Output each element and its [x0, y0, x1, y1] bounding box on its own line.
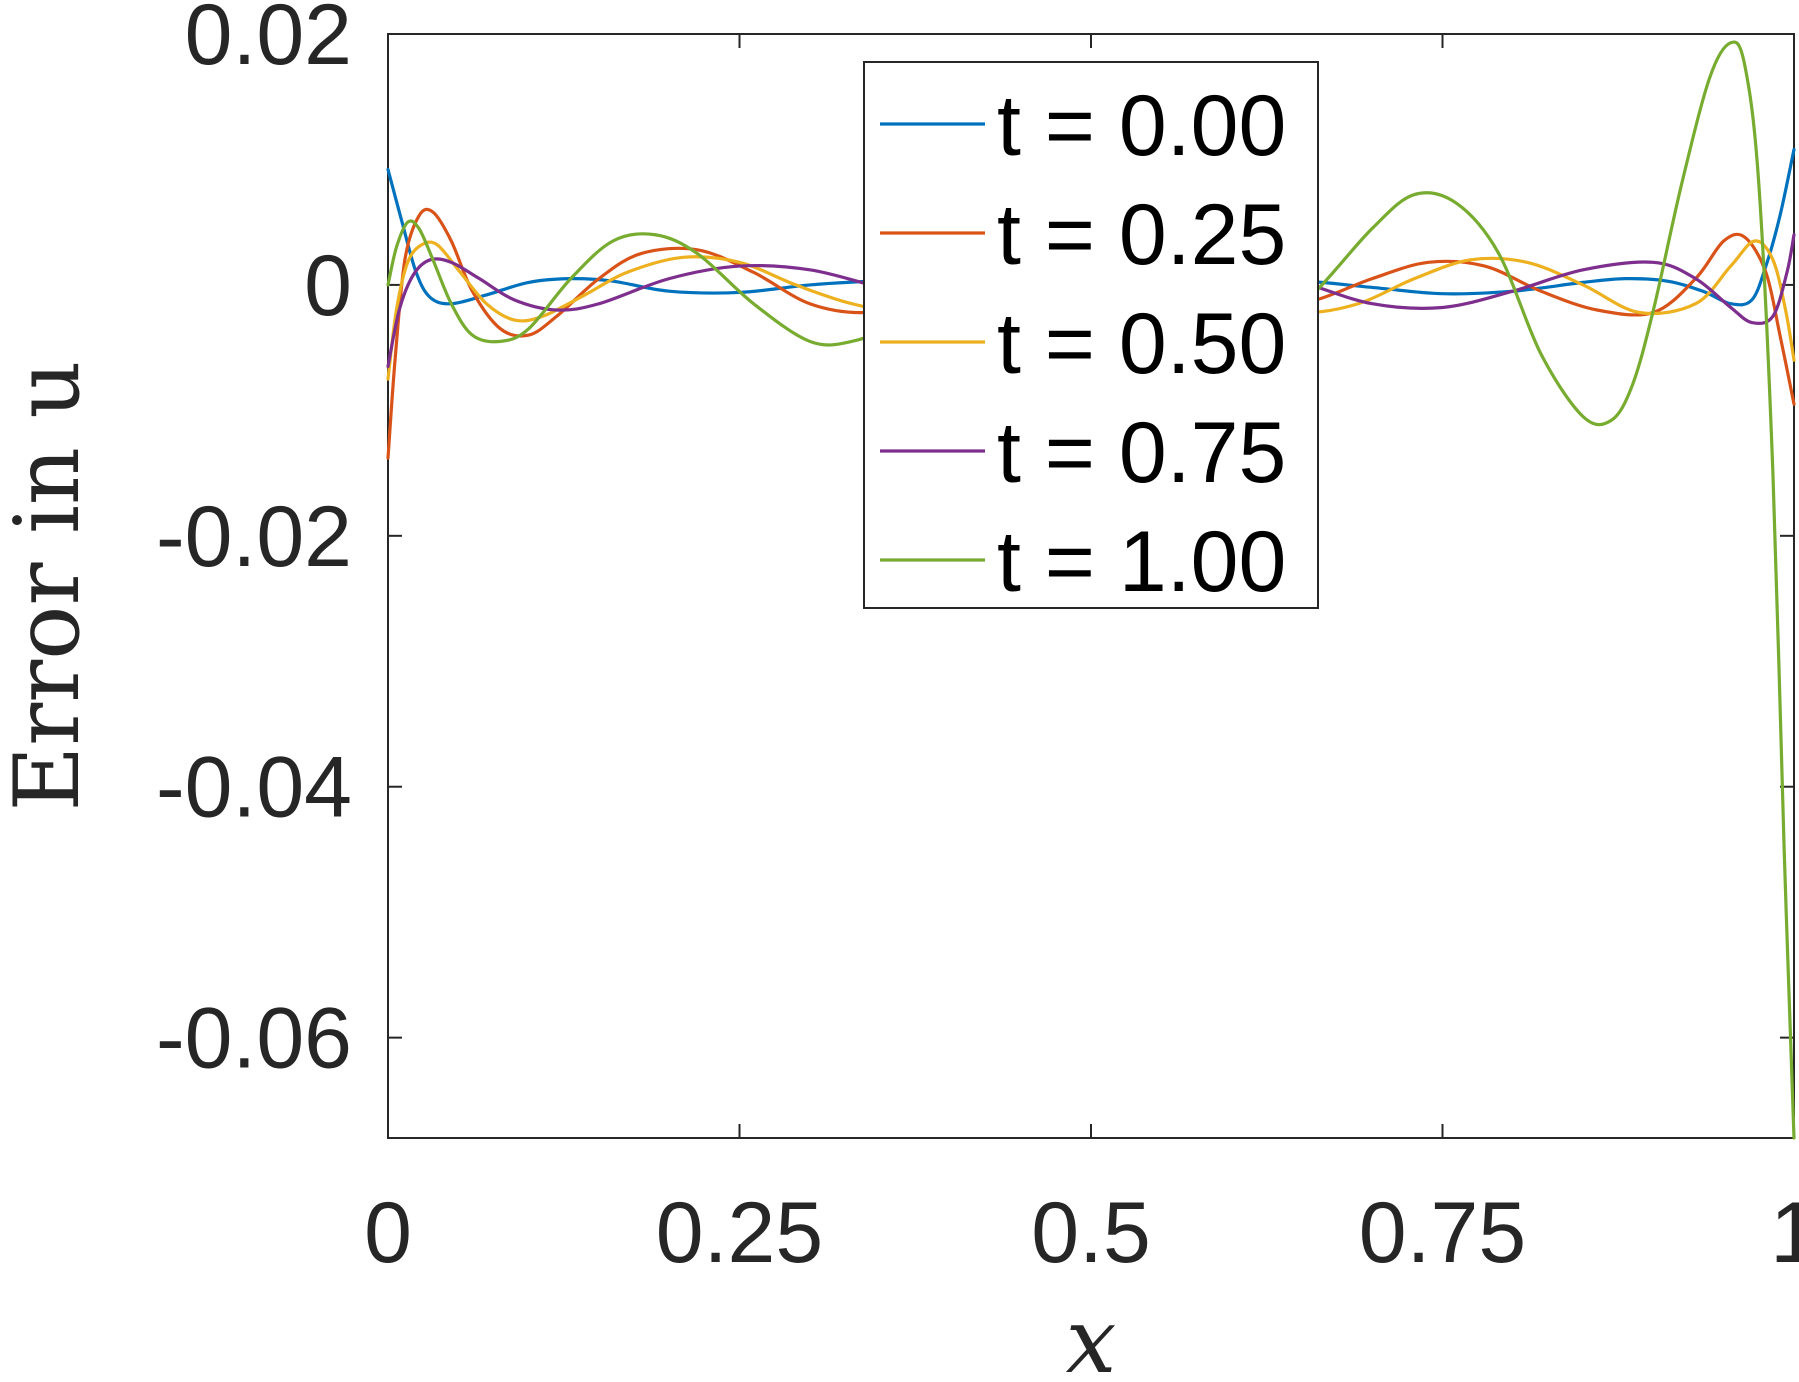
y-tick-label: -0.02	[156, 489, 352, 585]
y-tick-label: 0	[304, 238, 352, 334]
legend-label-1: t = 0.00	[997, 78, 1286, 174]
ticks-group	[387, 33, 1795, 1138]
legend-label-2: t = 0.25	[997, 187, 1286, 283]
legend-label-3: t = 0.50	[997, 296, 1286, 392]
x-tick-label: 0	[364, 1185, 412, 1281]
y-tick-label: -0.06	[156, 991, 352, 1087]
tick-labels-group: 0 0.25 0.5 0.75 1 0.02 0 -0.02 -0.04 -0.06	[156, 0, 1799, 1281]
y-tick-label: -0.04	[156, 740, 352, 836]
x-tick-label: 0.5	[1031, 1185, 1151, 1281]
legend-label-5: t = 1.00	[997, 514, 1286, 610]
x-tick-label: 0.75	[1359, 1185, 1526, 1281]
legend-box	[863, 61, 1319, 609]
x-axis-label: x	[1066, 1289, 1117, 1382]
y-axis-label: Error in u	[0, 361, 100, 812]
x-tick-label: 1	[1770, 1185, 1799, 1281]
y-tick-label: 0.02	[185, 0, 352, 83]
legend-label-4: t = 0.75	[997, 405, 1286, 501]
legend: t = 0.00 t = 0.25 t = 0.50 t = 0.75 t = 1.00	[863, 61, 1319, 610]
x-tick-label: 0.25	[656, 1185, 823, 1281]
